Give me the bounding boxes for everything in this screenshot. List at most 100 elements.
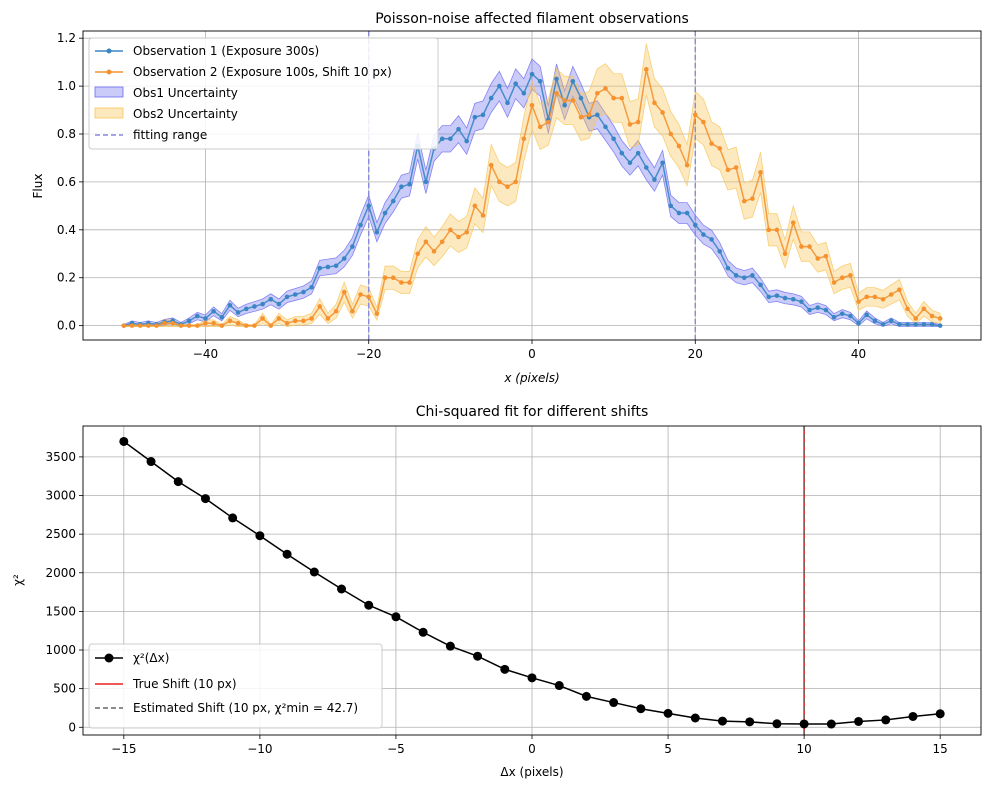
obs1-point: [831, 314, 837, 320]
obs2-point: [872, 294, 878, 300]
obs2-point: [741, 198, 747, 204]
obs2-point: [554, 90, 559, 96]
chi-chart-title: Chi-squared fit for different shifts: [416, 404, 649, 420]
obs1-point: [872, 318, 878, 324]
obs2-point: [839, 275, 845, 281]
obs2-point: [129, 323, 135, 328]
chi-point: [228, 513, 238, 523]
legend-estimated-label: Estimated Shift (10 px, χ²min = 42.7): [133, 701, 358, 715]
obs1-point: [905, 322, 910, 327]
obs1-point: [595, 112, 600, 118]
obs1-point: [807, 307, 812, 313]
chi-point: [745, 717, 755, 727]
obs2-point: [823, 253, 829, 259]
obs2-point: [431, 249, 437, 254]
obs2-point: [399, 280, 404, 285]
obs1-point: [676, 210, 682, 216]
flux-chart-title: Poisson-noise affected filament observat…: [375, 11, 689, 27]
obs1-point: [472, 114, 478, 120]
obs2-point: [905, 306, 910, 312]
obs1-point: [692, 222, 698, 228]
obs1-point: [848, 313, 853, 319]
chi-point: [173, 477, 183, 487]
obs1-point: [203, 316, 208, 321]
chi-point: [663, 708, 673, 718]
obs2-point: [635, 119, 641, 125]
obs2-point: [888, 292, 894, 297]
obs2-point: [782, 251, 788, 257]
obs2-point: [472, 203, 478, 209]
obs2-point: [448, 227, 453, 233]
obs2-point: [529, 102, 535, 108]
obs2-point: [154, 323, 159, 328]
obs1-point: [880, 322, 886, 327]
obs2-point: [219, 323, 225, 328]
obs1-point: [562, 102, 567, 108]
obs2-point: [766, 227, 772, 233]
obs1-point: [439, 136, 445, 142]
obs1-point: [211, 308, 216, 314]
flux-x-axis-label: x (pixels): [503, 371, 559, 385]
obs1-point: [325, 264, 331, 270]
obs2-point: [815, 256, 821, 261]
obs1-point: [684, 210, 690, 216]
obs1-point: [186, 318, 192, 324]
flux-legend: Observation 1 (Exposure 300s) Observatio…: [88, 37, 439, 150]
obs2-point: [668, 131, 674, 137]
obs2-point: [864, 294, 870, 300]
chi-point: [473, 651, 483, 661]
legend-unc2-swatch: [94, 107, 124, 119]
obs2-point: [692, 112, 698, 118]
obs1-point: [456, 126, 461, 132]
obs2-point: [937, 316, 943, 321]
chi-y-tick-label: 2000: [45, 566, 76, 580]
chi-points: [119, 436, 945, 729]
obs1-point: [390, 198, 396, 204]
obs2-point: [423, 239, 429, 245]
obs2-point: [684, 162, 690, 168]
obs2-point: [521, 136, 527, 142]
flux-x-tick-label: −40: [193, 347, 218, 361]
chi-y-tick-label: 500: [53, 682, 76, 696]
obs1-point: [480, 112, 486, 118]
legend-fit-label: fitting range: [133, 128, 207, 142]
obs2-point: [586, 112, 592, 118]
legend-obs1-marker: [106, 48, 112, 54]
obs2-point: [162, 320, 167, 326]
obs2-point: [537, 124, 543, 130]
chi-point: [881, 715, 891, 725]
obs1-point: [790, 296, 796, 302]
chi-y-tick-label: 0: [68, 720, 76, 734]
legend-obs2-label: Observation 2 (Exposure 100s, Shift 10 p…: [133, 65, 392, 79]
chi-x-axis-label: Δx (pixels): [500, 765, 563, 779]
obs2-point: [848, 273, 853, 278]
chi-point: [500, 664, 510, 674]
obs1-point: [284, 294, 290, 300]
obs1-point: [554, 76, 559, 82]
flux-x-tick-label: 40: [851, 347, 866, 361]
obs1-point: [537, 79, 543, 84]
obs2-point: [643, 67, 649, 72]
chi-point: [200, 494, 210, 504]
legend-chi-marker: [104, 653, 114, 663]
chi-point: [636, 704, 646, 714]
chi-point: [255, 531, 265, 541]
obs2-point: [546, 119, 551, 125]
obs2-point: [456, 234, 461, 240]
legend-unc1-label: Obs1 Uncertainty: [133, 86, 238, 100]
obs1-point: [227, 302, 233, 308]
legend-chi-label: χ²(Δx): [133, 651, 169, 665]
obs2-point: [301, 318, 306, 324]
obs1-point: [709, 237, 714, 242]
obs1-point: [464, 138, 469, 144]
obs1-point: [611, 136, 616, 142]
obs2-point: [856, 299, 861, 304]
obs2-point: [390, 275, 396, 281]
obs2-point: [701, 119, 706, 125]
obs1-point: [717, 249, 723, 254]
flux-y-tick-label: 0.8: [57, 127, 76, 141]
chi-x-tick-label: 10: [796, 742, 811, 756]
legend-unc1-swatch: [94, 86, 124, 98]
chi-point: [935, 709, 945, 719]
obs1-point: [243, 306, 249, 312]
